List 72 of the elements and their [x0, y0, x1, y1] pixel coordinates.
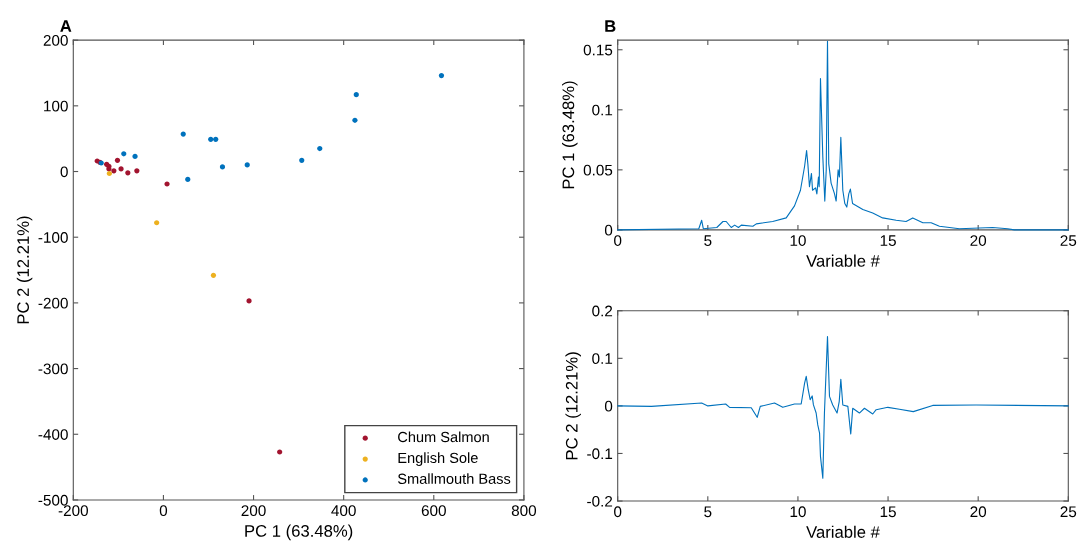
x-tick-label: 15: [880, 506, 896, 518]
point: [210, 272, 217, 278]
point: [180, 131, 186, 137]
x-tick-label: 5: [704, 235, 712, 246]
x-tick-label: 600: [421, 505, 446, 517]
y-tick-label: 0.15: [583, 44, 613, 56]
point: [244, 162, 250, 168]
y-tick-label: 0.2: [592, 305, 613, 317]
point: [277, 449, 283, 455]
y-tick-label: -100: [38, 232, 68, 243]
y-tick-label: -400: [38, 429, 68, 440]
x-axis-title: Variable #: [806, 525, 880, 538]
point: [208, 136, 214, 142]
legend-label: Smallmouth Bass: [397, 473, 511, 484]
x-tick-label: 20: [970, 235, 987, 246]
x-tick-label: 0: [614, 235, 622, 246]
y-tick-label: 0: [604, 224, 613, 236]
y-tick-label: -300: [38, 363, 68, 375]
point: [121, 151, 127, 157]
x-tick-label: 25: [1060, 506, 1077, 518]
point: [134, 168, 140, 174]
point: [132, 153, 138, 160]
y-tick-label: 0.1: [592, 104, 613, 116]
y-tick-label: -0.2: [587, 495, 613, 507]
point: [353, 92, 359, 98]
x-axis-title: PC 1 (63.48%): [245, 524, 353, 541]
chart-title: B: [605, 20, 616, 32]
y-tick-label: 0: [604, 400, 613, 412]
point: [352, 117, 358, 123]
point: [106, 170, 112, 177]
x-tick-label: 10: [790, 506, 806, 518]
point: [185, 176, 191, 182]
point: [118, 166, 124, 172]
y-tick-label: 0.1: [592, 353, 613, 365]
y-tick-label: -500: [38, 494, 68, 506]
y-tick-label: 0.05: [583, 164, 613, 176]
x-tick-label: 400: [331, 505, 356, 517]
y-tick-label: -0.1: [587, 448, 613, 460]
y-tick-label: -200: [38, 297, 68, 309]
point: [438, 73, 445, 79]
y-tick-label: 0: [60, 166, 68, 178]
y-axis-title: PC 1 (63.48%): [562, 81, 578, 189]
x-axis-title: Variable #: [806, 254, 880, 267]
y-tick-label: 200: [43, 35, 68, 46]
chart-title: A: [60, 20, 72, 32]
y-axis-title: PC 2 (12.21%): [16, 216, 33, 324]
point: [246, 298, 252, 304]
legend-label: English Sole: [398, 452, 478, 466]
point: [125, 170, 131, 176]
x-tick-label: 10: [790, 235, 806, 246]
y-axis-title: PC 2 (12.21%): [565, 352, 581, 460]
point: [164, 181, 170, 187]
x-tick-label: 20: [970, 506, 987, 518]
y-tick-label: 100: [44, 100, 68, 112]
legend-label: Chum Salmon: [398, 431, 489, 443]
point: [299, 157, 305, 163]
point: [114, 157, 121, 163]
x-tick-label: 0: [159, 505, 168, 517]
point: [219, 164, 226, 170]
x-tick-label: 0: [614, 506, 622, 518]
x-tick-label: 15: [880, 235, 896, 246]
x-tick-label: 200: [241, 505, 266, 517]
x-tick-label: 800: [511, 505, 537, 517]
point: [111, 168, 117, 174]
line-series: [617, 335, 1069, 479]
point: [317, 145, 323, 152]
x-tick-label: 5: [704, 506, 712, 518]
x-tick-label: 25: [1060, 235, 1077, 246]
line-series: [617, 40, 1069, 231]
point: [213, 136, 219, 142]
point: [154, 220, 160, 226]
x-tick-label: -200: [58, 505, 88, 517]
